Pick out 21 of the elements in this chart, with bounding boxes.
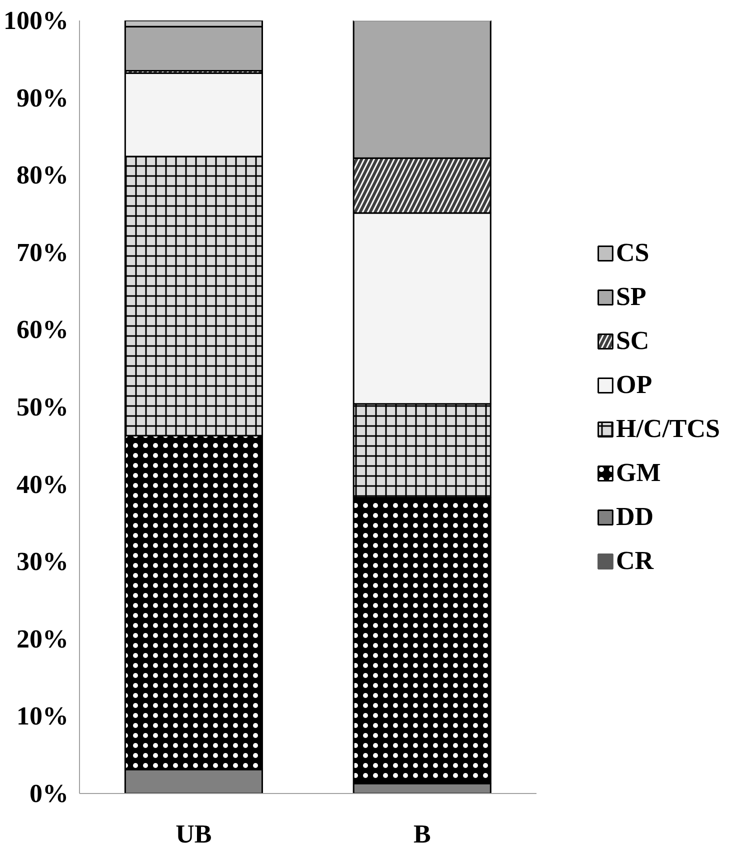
y-tick-label: 20% xyxy=(16,624,68,654)
y-tick-label: 0% xyxy=(30,779,68,808)
y-tick-label: 80% xyxy=(16,160,68,190)
legend-label: GM xyxy=(616,458,661,488)
y-tick-label: 50% xyxy=(16,392,68,422)
y-tick-label: 90% xyxy=(16,83,68,112)
x-tick-label: B xyxy=(413,820,431,848)
legend-label: CR xyxy=(616,546,654,576)
y-tick-label: 60% xyxy=(16,315,68,344)
legend-label: DD xyxy=(616,502,654,532)
legend-label: CS xyxy=(616,238,650,268)
y-tick-label: 30% xyxy=(16,547,68,576)
x-tick-label: UB xyxy=(176,820,212,848)
y-tick-label: 70% xyxy=(16,238,68,267)
y-tick-label: 40% xyxy=(16,470,68,499)
legend-label: OP xyxy=(616,370,652,400)
legend-label: SC xyxy=(616,326,650,356)
legend-label: H/C/TCS xyxy=(616,414,720,444)
y-tick-label: 100% xyxy=(4,6,68,35)
legend-label: SP xyxy=(616,282,646,312)
y-tick-label: 10% xyxy=(16,702,68,731)
